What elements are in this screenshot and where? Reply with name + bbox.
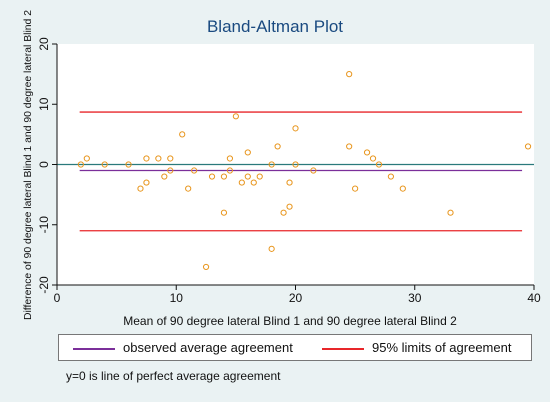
legend-label-limits: 95% limits of agreement: [372, 340, 512, 355]
data-point: [447, 209, 454, 216]
x-tick-label: 10: [170, 291, 184, 305]
data-point: [226, 155, 234, 162]
legend-item-limits: 95% limits of agreement: [322, 340, 511, 355]
data-point: [375, 161, 383, 168]
data-point: [83, 155, 90, 162]
data-point: [280, 209, 287, 216]
data-point: [238, 179, 245, 186]
data-point: [220, 209, 228, 216]
data-point: [244, 149, 251, 156]
y-tick-label: 0: [37, 161, 51, 168]
chart-title: Bland-Altman Plot: [206, 17, 344, 36]
data-point: [250, 179, 257, 186]
data-point: [369, 155, 377, 162]
data-point: [346, 71, 353, 78]
data-point: [220, 173, 228, 180]
data-point: [167, 167, 174, 174]
data-point: [155, 155, 162, 162]
data-point: [387, 173, 394, 180]
data-point: [268, 245, 275, 252]
data-point: [286, 179, 293, 186]
data-point: [256, 173, 263, 180]
data-point: [286, 203, 293, 210]
y-tick-label: -10: [37, 216, 51, 234]
data-point: [179, 131, 186, 138]
data-point: [363, 149, 371, 156]
y-tick-label: 10: [37, 97, 51, 111]
legend: observed average agreement 95% limits of…: [58, 334, 532, 361]
data-point: [191, 167, 198, 174]
data-point: [524, 143, 532, 150]
x-tick-label: 30: [408, 291, 422, 305]
data-points: [77, 71, 532, 271]
x-axis-label: Mean of 90 degree lateral Blind 1 and 90…: [123, 314, 457, 328]
data-point: [274, 143, 281, 150]
legend-swatch-limits: [322, 347, 364, 350]
data-point: [185, 185, 192, 192]
x-tick-label: 0: [54, 291, 61, 305]
data-point: [208, 173, 216, 180]
chart-note: y=0 is line of perfect average agreement: [66, 369, 281, 383]
data-point: [77, 161, 84, 168]
data-point: [143, 179, 150, 186]
reference-lines: [57, 111, 534, 232]
y-tick-label: 20: [37, 37, 51, 51]
data-point: [125, 161, 132, 168]
data-point: [352, 185, 359, 192]
data-point: [161, 173, 168, 180]
x-tick-label: 20: [289, 291, 303, 305]
data-point: [101, 161, 108, 168]
data-point: [346, 143, 353, 150]
data-point: [226, 167, 234, 174]
data-point: [137, 185, 144, 192]
data-point: [232, 113, 239, 120]
data-point: [143, 155, 150, 162]
legend-swatch-mean: [73, 347, 115, 350]
data-point: [268, 161, 275, 168]
data-point: [399, 185, 406, 192]
data-point: [292, 161, 299, 168]
legend-item-mean: observed average agreement: [73, 340, 293, 355]
data-point: [292, 125, 299, 132]
x-tick-label: 40: [527, 291, 541, 305]
legend-label-mean: observed average agreement: [123, 340, 293, 355]
y-axis-label: Difference of 90 degree lateral Blind 1 …: [23, 10, 34, 320]
data-point: [202, 263, 210, 271]
data-point: [244, 173, 251, 180]
y-tick-label: -20: [37, 276, 51, 294]
data-point: [167, 155, 174, 162]
ticks: 0 10 20 30 40 -20 -10 0 10 20: [37, 37, 541, 305]
data-point: [310, 167, 317, 174]
